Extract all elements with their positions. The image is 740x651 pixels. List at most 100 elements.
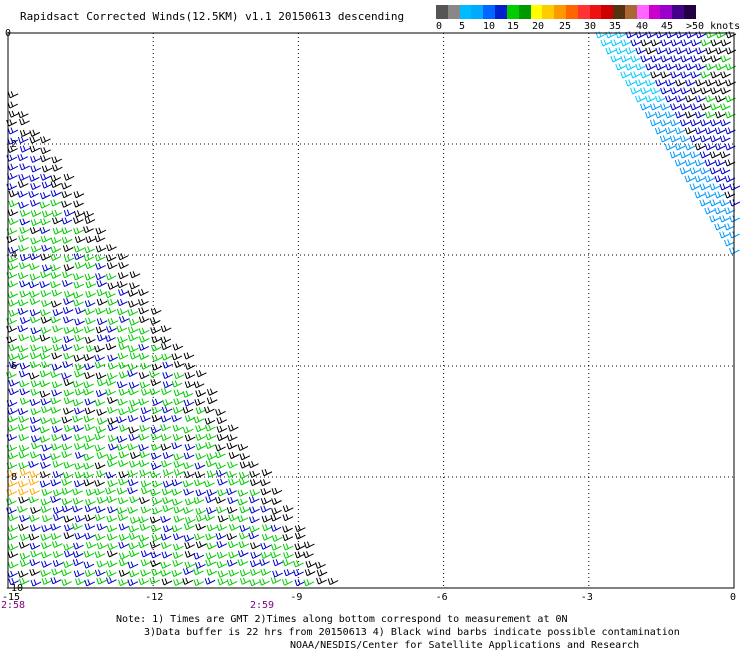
wind-barb bbox=[150, 426, 162, 434]
wind-barb bbox=[84, 307, 96, 316]
wind-barb bbox=[94, 506, 106, 514]
wind-barb bbox=[140, 506, 152, 514]
wind-barb bbox=[61, 450, 73, 459]
wind-barb bbox=[29, 398, 41, 407]
wind-barb bbox=[259, 558, 270, 566]
wind-barb bbox=[84, 514, 96, 522]
wind-barb bbox=[689, 167, 701, 175]
wind-barb bbox=[249, 470, 260, 478]
wind-barb bbox=[96, 417, 108, 425]
wind-barb bbox=[184, 380, 196, 389]
wind-barb bbox=[40, 533, 52, 541]
wind-barb bbox=[194, 471, 206, 479]
wind-barb bbox=[720, 103, 731, 111]
wind-barb bbox=[162, 399, 173, 407]
wind-barb bbox=[714, 111, 726, 119]
wind-barb bbox=[193, 533, 205, 541]
wind-barb bbox=[660, 55, 672, 63]
wind-barb bbox=[83, 254, 95, 262]
wind-barb bbox=[183, 452, 195, 460]
wind-barb bbox=[52, 325, 63, 333]
wind-barb bbox=[51, 389, 62, 397]
wind-barb bbox=[8, 379, 19, 387]
wind-barb bbox=[29, 514, 40, 522]
wind-barb bbox=[41, 181, 53, 189]
wind-barb bbox=[84, 262, 96, 270]
wind-barb bbox=[17, 345, 29, 353]
wind-barb bbox=[138, 516, 149, 524]
wind-barb bbox=[62, 244, 74, 252]
wind-barb bbox=[260, 542, 272, 550]
wind-barb bbox=[7, 163, 19, 171]
wind-barb bbox=[50, 453, 61, 461]
wind-barb bbox=[183, 471, 195, 479]
wind-barb bbox=[173, 578, 184, 587]
wind-barb bbox=[664, 111, 676, 119]
wind-barb bbox=[61, 344, 73, 352]
wind-barb bbox=[715, 31, 727, 39]
wind-barb bbox=[162, 469, 174, 477]
wind-barb bbox=[30, 155, 41, 163]
wind-barb bbox=[95, 307, 106, 315]
wind-barb bbox=[140, 480, 152, 488]
wind-barb bbox=[118, 361, 129, 369]
wind-barb bbox=[127, 345, 139, 353]
wind-barb bbox=[96, 379, 108, 387]
wind-barb bbox=[73, 542, 84, 550]
wind-barb bbox=[17, 424, 29, 432]
wind-barb bbox=[61, 505, 73, 513]
wind-barb bbox=[72, 216, 84, 225]
wind-barb bbox=[85, 317, 96, 325]
wind-barb bbox=[63, 173, 75, 181]
wind-barb bbox=[73, 570, 85, 578]
wind-barb bbox=[182, 567, 194, 576]
wind-barb bbox=[61, 200, 72, 208]
wind-barb bbox=[204, 577, 216, 585]
wind-barb bbox=[17, 307, 29, 315]
wind-barb bbox=[700, 103, 711, 111]
wind-barb bbox=[699, 151, 711, 159]
wind-barb bbox=[39, 352, 51, 360]
wind-barb bbox=[40, 136, 51, 144]
wind-barb bbox=[700, 87, 711, 95]
wind-barb bbox=[675, 63, 687, 71]
wind-barb bbox=[17, 480, 29, 488]
wind-barb bbox=[6, 399, 18, 407]
wind-barb bbox=[96, 496, 108, 504]
colorbar-swatch bbox=[542, 5, 555, 19]
wind-barb bbox=[17, 505, 28, 513]
wind-barb bbox=[710, 103, 721, 111]
wind-barb bbox=[162, 452, 174, 460]
wind-barb bbox=[7, 407, 18, 415]
wind-barb bbox=[650, 87, 661, 95]
wind-barb bbox=[689, 119, 701, 127]
wind-barb bbox=[172, 406, 184, 414]
wind-barb bbox=[94, 399, 106, 407]
wind-barb bbox=[7, 91, 19, 99]
wind-barb bbox=[40, 416, 51, 425]
wind-barb bbox=[18, 434, 30, 442]
wind-barb bbox=[17, 570, 29, 578]
wind-barb bbox=[695, 95, 706, 103]
wind-barb bbox=[8, 110, 20, 118]
wind-barb bbox=[41, 210, 53, 218]
wind-barb bbox=[239, 506, 251, 514]
wind-barb bbox=[140, 415, 151, 423]
wind-barb bbox=[685, 47, 697, 55]
wind-barb bbox=[249, 516, 260, 524]
wind-barb bbox=[107, 479, 118, 488]
wind-barb bbox=[39, 380, 50, 388]
wind-barb bbox=[107, 282, 119, 290]
wind-barb bbox=[282, 505, 294, 513]
wind-barb bbox=[52, 559, 64, 568]
wind-barb bbox=[228, 514, 240, 522]
wind-barb bbox=[41, 515, 53, 523]
wind-barb bbox=[261, 524, 273, 532]
wind-barb bbox=[127, 479, 139, 487]
wind-barb bbox=[39, 390, 51, 398]
wind-barb bbox=[29, 416, 41, 424]
wind-barb bbox=[39, 309, 51, 317]
wind-barb bbox=[40, 235, 52, 243]
wind-barb bbox=[709, 119, 721, 127]
wind-barb bbox=[171, 353, 183, 361]
